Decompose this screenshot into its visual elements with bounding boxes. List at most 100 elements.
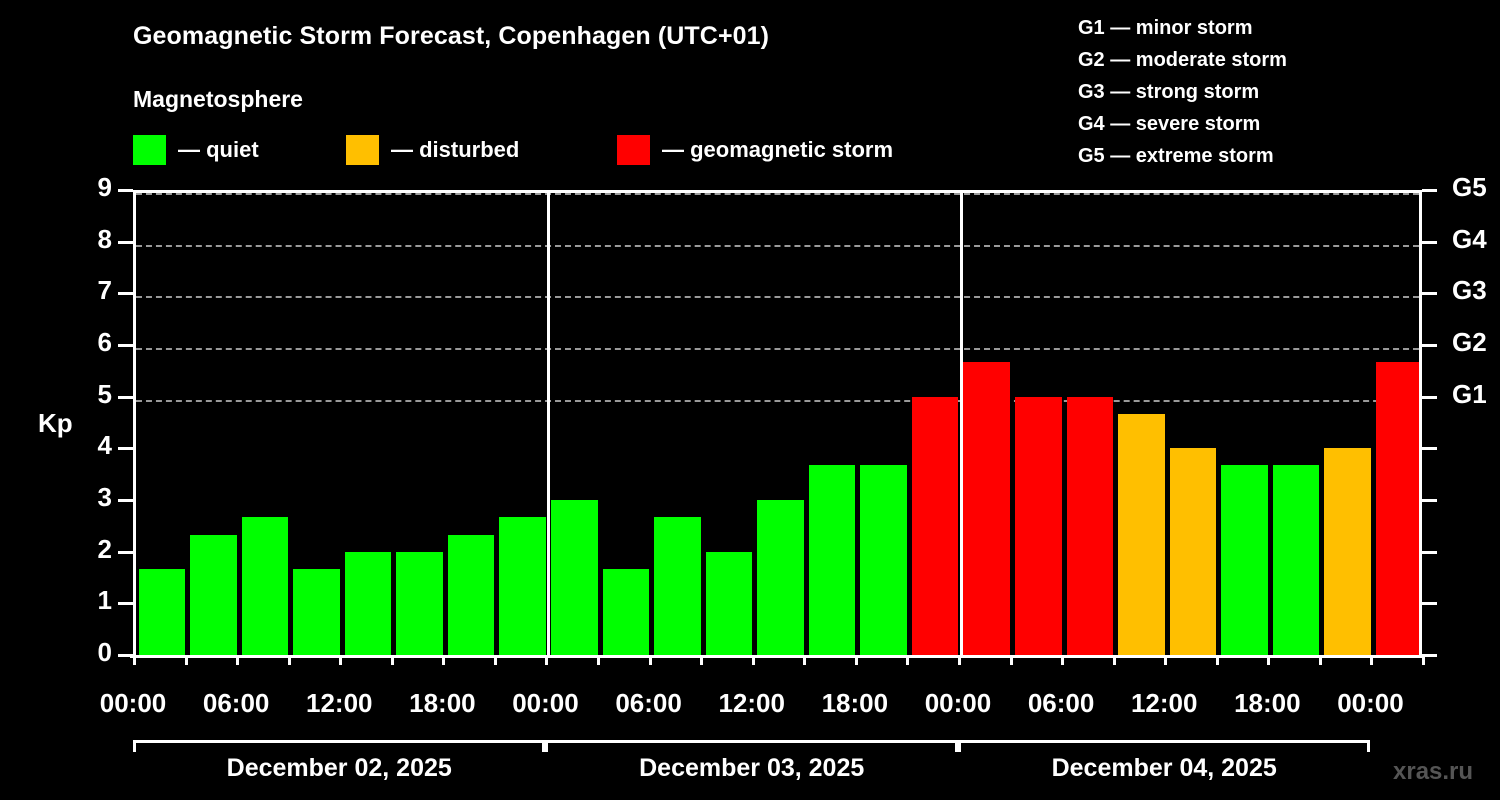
bar [344, 551, 392, 655]
plot-area [133, 190, 1422, 655]
x-tick-mark [390, 655, 394, 665]
g-axis-label-g4: G4 [1452, 223, 1487, 254]
day-separator [959, 193, 963, 655]
page-title: Geomagnetic Storm Forecast, Copenhagen (… [133, 22, 770, 50]
g-tick-mark [1422, 550, 1437, 554]
gridline-kp-6 [136, 348, 1419, 350]
x-tick-label: 12:00 [1130, 688, 1198, 718]
bar [757, 500, 804, 655]
g-tick-mark [1422, 447, 1437, 451]
g-tick-mark [1422, 395, 1437, 399]
y-tick-label: 7 [97, 275, 112, 306]
bar [1169, 448, 1217, 655]
bar-series [136, 193, 1419, 655]
x-tick-mark [442, 655, 446, 665]
x-tick-mark [803, 655, 807, 665]
y-tick-label: 5 [97, 378, 112, 409]
y-tick-label: 0 [97, 637, 112, 667]
y-tick-mark [118, 654, 133, 657]
x-tick-mark [1370, 655, 1374, 665]
bar [396, 551, 443, 655]
y-tick-mark [118, 240, 133, 244]
x-tick-label: 12:00 [305, 688, 373, 718]
g-tick-mark [1422, 189, 1437, 192]
y-tick-mark [118, 189, 133, 192]
y-tick-label: 8 [97, 223, 112, 254]
x-tick-label: 00:00 [99, 688, 167, 718]
bar [1324, 448, 1371, 655]
g-scale-row: G2 — moderate storm [1078, 49, 1287, 71]
x-tick-mark [1061, 655, 1065, 665]
x-tick-mark [648, 655, 652, 665]
g-tick-mark [1422, 654, 1437, 657]
y-tick-mark [118, 344, 133, 347]
y-tick-mark [118, 447, 133, 451]
gridline-kp-9 [136, 193, 1419, 195]
x-tick-mark [236, 655, 240, 665]
y-axis-label: Kp [38, 408, 73, 438]
gridline-kp-8 [136, 244, 1419, 247]
g-scale-row: G4 — severe storm [1078, 113, 1261, 135]
x-tick-label: 00:00 [512, 688, 579, 718]
g-tick-mark [1422, 344, 1437, 347]
day-bracket [133, 740, 546, 752]
x-tick-label: 18:00 [1234, 688, 1301, 718]
g-axis-label-g3: G3 [1452, 275, 1487, 306]
x-tick-mark [1422, 655, 1425, 665]
x-tick-label: 00:00 [1337, 688, 1404, 718]
y-tick-label: 1 [97, 585, 112, 616]
legend-swatch-icon [346, 135, 379, 165]
bar [654, 517, 701, 655]
y-tick-label: 2 [97, 533, 112, 564]
g-tick-mark [1422, 499, 1437, 502]
x-tick-label: 06:00 [615, 688, 682, 718]
legend-swatch-icon [617, 135, 650, 165]
legend-item-geomagnetic-storm: — geomagnetic storm [617, 134, 893, 166]
legend-label: — disturbed [391, 137, 520, 162]
gridline-kp-7 [136, 296, 1419, 299]
x-tick-label: 06:00 [202, 688, 270, 718]
day-bracket [545, 740, 958, 752]
x-tick-mark [545, 655, 549, 665]
x-axis-line [130, 655, 1425, 658]
gridline-kp-5 [136, 399, 1419, 402]
g-axis-label-g1: G1 [1452, 378, 1487, 409]
x-tick-mark [1267, 655, 1271, 665]
x-tick-label: 18:00 [821, 688, 889, 718]
x-tick-mark [184, 655, 188, 665]
g-tick-mark [1422, 602, 1437, 606]
legend-swatch-icon [133, 135, 166, 165]
legend-item-disturbed: — disturbed [346, 134, 519, 166]
section-title: Magnetosphere [133, 86, 303, 112]
x-tick-mark [1215, 655, 1219, 665]
g-scale-row: G3 — strong storm [1078, 81, 1260, 103]
watermark: xras.ru [1393, 758, 1474, 785]
legend-item-quiet: — quiet [133, 134, 259, 166]
g-axis-label-g5: G5 [1452, 172, 1487, 202]
y-tick-label: 3 [97, 482, 112, 512]
day-label: December 02, 2025 [226, 754, 452, 782]
x-tick-mark [1318, 655, 1322, 665]
bar [808, 465, 856, 655]
x-tick-mark [854, 655, 858, 665]
bar [1272, 465, 1320, 655]
x-tick-mark [597, 655, 601, 665]
bar [963, 362, 1010, 655]
bar [1015, 396, 1062, 655]
day-label: December 03, 2025 [639, 754, 865, 782]
bar [138, 568, 186, 655]
bar [602, 568, 650, 655]
y-tick-mark [118, 292, 133, 296]
x-tick-mark [1009, 655, 1013, 665]
legend-label: — geomagnetic storm [662, 137, 894, 162]
x-tick-mark [287, 655, 291, 665]
g-tick-mark [1422, 292, 1437, 296]
bar [860, 465, 907, 655]
bar [447, 534, 495, 655]
x-tick-mark [1112, 655, 1116, 665]
x-tick-label: 18:00 [409, 688, 476, 718]
day-separator [547, 193, 551, 655]
y-tick-mark [118, 550, 133, 554]
g-scale-legend: G1 — minor storm G2 — moderate storm G3 — … [1078, 12, 1287, 172]
